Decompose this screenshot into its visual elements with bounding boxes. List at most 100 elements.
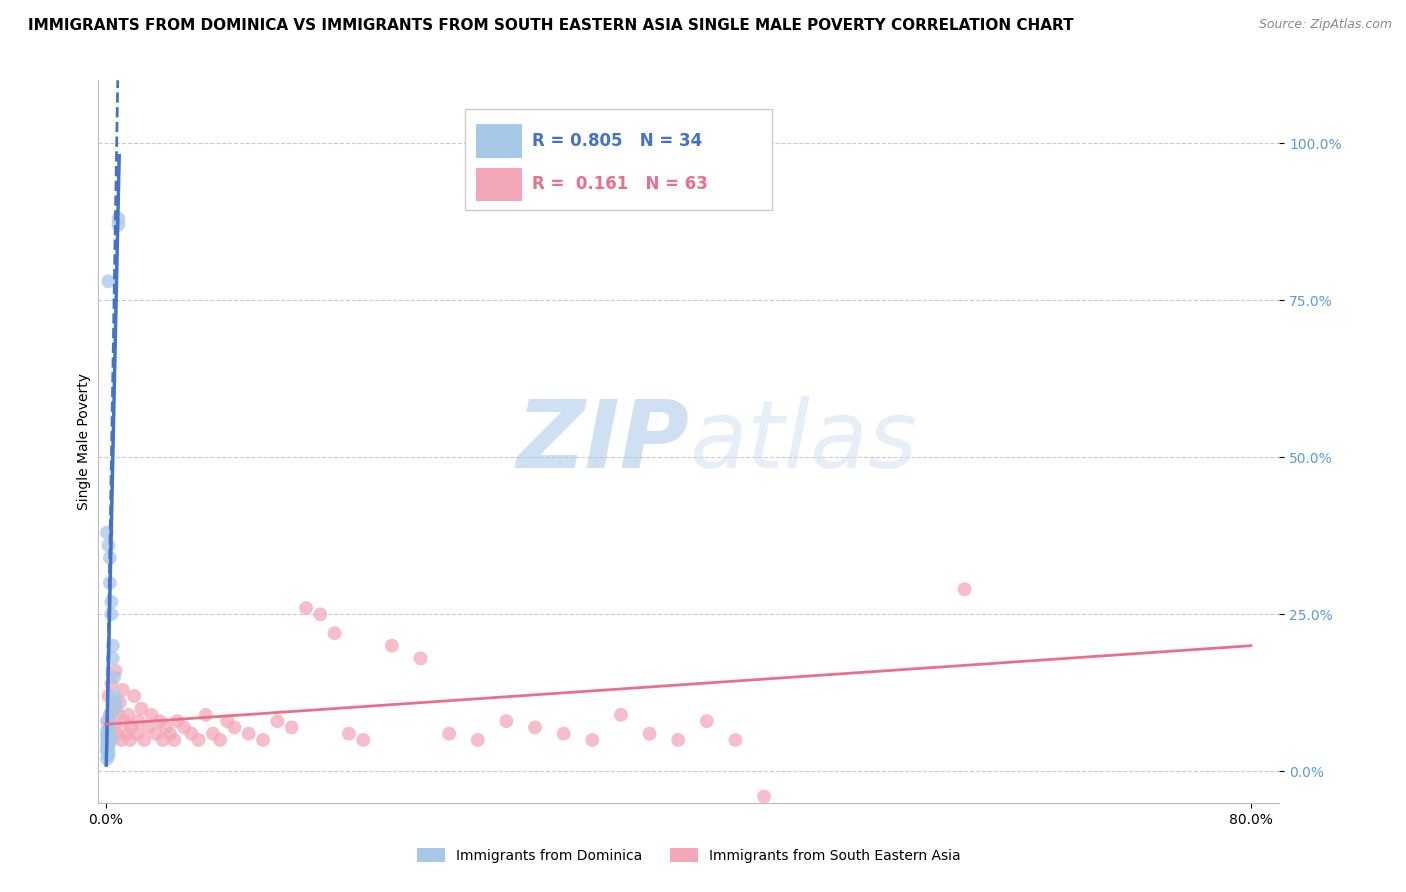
Point [112, 714, 135, 728]
Point [295, 601, 318, 615]
Point [96, 714, 118, 728]
Point [97, 720, 120, 734]
Point [98, 575, 121, 590]
Point [724, 733, 747, 747]
FancyBboxPatch shape [477, 124, 523, 158]
Point [194, 707, 217, 722]
Point [96, 734, 118, 748]
Point [97, 731, 120, 746]
Point [122, 689, 145, 703]
Point [101, 651, 124, 665]
Point [98, 550, 121, 565]
Y-axis label: Single Male Poverty: Single Male Poverty [77, 373, 91, 510]
Point [98, 720, 121, 734]
Point [107, 218, 129, 232]
Point [100, 607, 122, 622]
Point [524, 720, 547, 734]
Text: ZIP: ZIP [516, 395, 689, 488]
Point [309, 607, 332, 622]
Point [105, 727, 128, 741]
Text: R = 0.805   N = 34: R = 0.805 N = 34 [531, 132, 702, 150]
Text: atlas: atlas [689, 396, 917, 487]
Point [96, 525, 118, 540]
Point [100, 595, 122, 609]
Point [163, 733, 186, 747]
Point [666, 733, 689, 747]
Point [104, 664, 127, 678]
Point [98, 733, 121, 747]
Point [96, 739, 118, 754]
Point [752, 789, 775, 804]
Text: R =  0.161   N = 63: R = 0.161 N = 63 [531, 176, 707, 194]
Point [103, 720, 125, 734]
Point [409, 651, 432, 665]
Point [97, 689, 120, 703]
Point [180, 727, 202, 741]
FancyBboxPatch shape [464, 109, 772, 211]
Point [152, 733, 174, 747]
Point [96, 744, 118, 758]
Point [696, 714, 718, 728]
Point [638, 727, 661, 741]
Point [953, 582, 976, 597]
Point [104, 701, 127, 715]
Point [103, 670, 125, 684]
Point [495, 714, 517, 728]
Point [201, 727, 224, 741]
Point [159, 727, 181, 741]
Point [381, 639, 404, 653]
Point [323, 626, 346, 640]
Point [96, 752, 118, 766]
Point [581, 733, 603, 747]
Point [108, 695, 131, 709]
Point [98, 707, 121, 722]
FancyBboxPatch shape [477, 168, 523, 201]
Point [97, 748, 120, 763]
Point [107, 211, 129, 226]
Point [97, 740, 120, 755]
Text: IMMIGRANTS FROM DOMINICA VS IMMIGRANTS FROM SOUTH EASTERN ASIA SINGLE MALE POVER: IMMIGRANTS FROM DOMINICA VS IMMIGRANTS F… [28, 18, 1074, 33]
Point [97, 746, 120, 760]
Point [104, 695, 127, 709]
Point [280, 720, 302, 734]
Point [187, 733, 209, 747]
Point [118, 733, 141, 747]
Point [97, 714, 120, 728]
Point [209, 733, 232, 747]
Point [141, 707, 163, 722]
Point [110, 733, 132, 747]
Point [97, 274, 120, 288]
Point [101, 639, 124, 653]
Point [103, 689, 125, 703]
Point [238, 727, 260, 741]
Point [117, 707, 139, 722]
Point [173, 720, 195, 734]
Point [145, 727, 167, 741]
Point [252, 733, 274, 747]
Point [224, 720, 246, 734]
Point [131, 701, 153, 715]
Point [155, 720, 177, 734]
Point [467, 733, 489, 747]
Point [96, 723, 118, 738]
Point [266, 714, 288, 728]
Point [120, 720, 142, 734]
Point [337, 727, 360, 741]
Point [128, 714, 150, 728]
Point [553, 727, 575, 741]
Point [217, 714, 239, 728]
Point [100, 733, 122, 747]
Point [149, 714, 172, 728]
Point [115, 727, 138, 741]
Point [96, 742, 118, 756]
Legend: Immigrants from Dominica, Immigrants from South Eastern Asia: Immigrants from Dominica, Immigrants fro… [412, 842, 966, 868]
Point [610, 707, 633, 722]
Point [97, 736, 120, 750]
Point [98, 707, 121, 722]
Point [437, 727, 460, 741]
Point [101, 701, 124, 715]
Point [111, 682, 134, 697]
Point [352, 733, 374, 747]
Point [125, 727, 148, 741]
Point [107, 707, 129, 722]
